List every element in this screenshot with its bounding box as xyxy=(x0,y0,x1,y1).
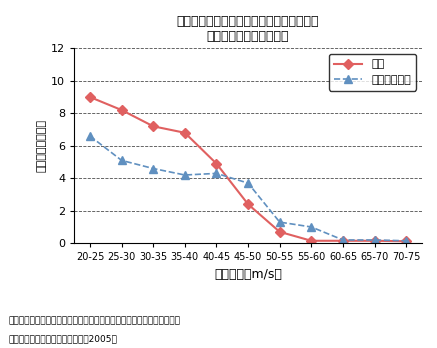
Line: ２１世紀末頃: ２１世紀末頃 xyxy=(86,132,410,245)
２１世紀末頃 xyxy=(340,238,346,242)
２１世紀末頃 xyxy=(119,158,124,163)
２１世紀末頃 xyxy=(372,238,377,242)
現在 xyxy=(246,202,251,206)
Line: 現在: 現在 xyxy=(87,94,409,245)
X-axis label: 最大風速（m/s）: 最大風速（m/s） xyxy=(214,268,282,281)
現在 xyxy=(340,239,346,243)
Text: 資料）気象庁「異常気象レポート2005」: 資料）気象庁「異常気象レポート2005」 xyxy=(9,334,118,343)
現在 xyxy=(151,124,156,128)
現在 xyxy=(119,108,124,112)
Title: 熱帯低気圧の強度別に示した熱帯低気圧の
年平均発生数の頻度分布: 熱帯低気圧の強度別に示した熱帯低気圧の 年平均発生数の頻度分布 xyxy=(177,15,319,43)
２１世紀末頃 xyxy=(277,220,282,224)
２１世紀末頃 xyxy=(403,239,409,243)
２１世紀末頃 xyxy=(151,166,156,171)
２１世紀末頃 xyxy=(309,225,314,229)
Y-axis label: （回）発生数均年: （回）発生数均年 xyxy=(37,119,47,172)
現在 xyxy=(277,230,282,234)
現在 xyxy=(214,161,219,166)
Legend: 現在, ２１世紀末頃: 現在, ２１世紀末頃 xyxy=(329,54,416,90)
Text: （注）実線は現在気候再現実験、破線は温暖化予測実験の結果を示す。: （注）実線は現在気候再現実験、破線は温暖化予測実験の結果を示す。 xyxy=(9,317,181,326)
現在 xyxy=(372,239,377,243)
現在 xyxy=(309,239,314,243)
２１世紀末頃 xyxy=(182,173,187,177)
２１世紀末頃 xyxy=(246,181,251,185)
現在 xyxy=(403,239,409,243)
現在 xyxy=(87,95,93,99)
２１世紀末頃 xyxy=(87,134,93,138)
２１世紀末頃 xyxy=(214,171,219,175)
現在 xyxy=(182,131,187,135)
